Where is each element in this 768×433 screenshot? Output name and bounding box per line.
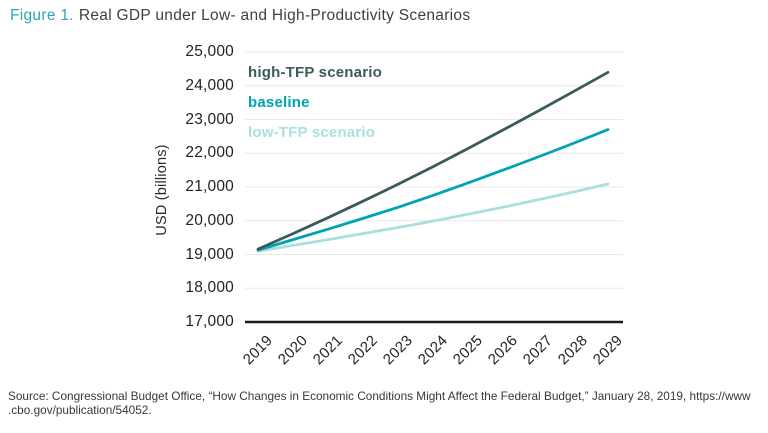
y-tick-label: 23,000 — [185, 110, 234, 128]
legend-label-low-TFP-scenario: low-TFP scenario — [248, 124, 376, 141]
y-tick-label: 17,000 — [185, 313, 234, 330]
legend-label-high-TFP-scenario: high-TFP scenario — [248, 64, 382, 81]
y-tick-label: 22,000 — [185, 144, 234, 162]
y-tick-label: 20,000 — [185, 211, 234, 229]
source-line-1: Source: Congressional Budget Office, “Ho… — [8, 389, 751, 403]
y-tick-label: 25,000 — [185, 43, 234, 60]
series-line-low-TFP-scenario — [256, 182, 610, 253]
legend-label-baseline: baseline — [248, 94, 310, 111]
plot-area — [245, 51, 623, 324]
y-tick-label: 19,000 — [185, 245, 234, 263]
series-line-high-TFP-scenario — [256, 70, 610, 251]
figure-title: Figure 1. Real GDP under Low- and High-Pr… — [10, 7, 470, 25]
series-line-baseline — [256, 128, 610, 252]
figure-title-text: Real GDP under Low- and High-Productivit… — [78, 7, 471, 24]
figure-number: Figure 1. — [10, 7, 74, 24]
y-tick-label: 24,000 — [185, 76, 234, 94]
source-line-2: .cbo.gov/publication/54052. — [8, 403, 152, 417]
y-tick-label: 21,000 — [185, 178, 234, 195]
source-note: Source: Congressional Budget Office, “Ho… — [8, 389, 751, 417]
y-tick-label: 18,000 — [185, 279, 234, 297]
